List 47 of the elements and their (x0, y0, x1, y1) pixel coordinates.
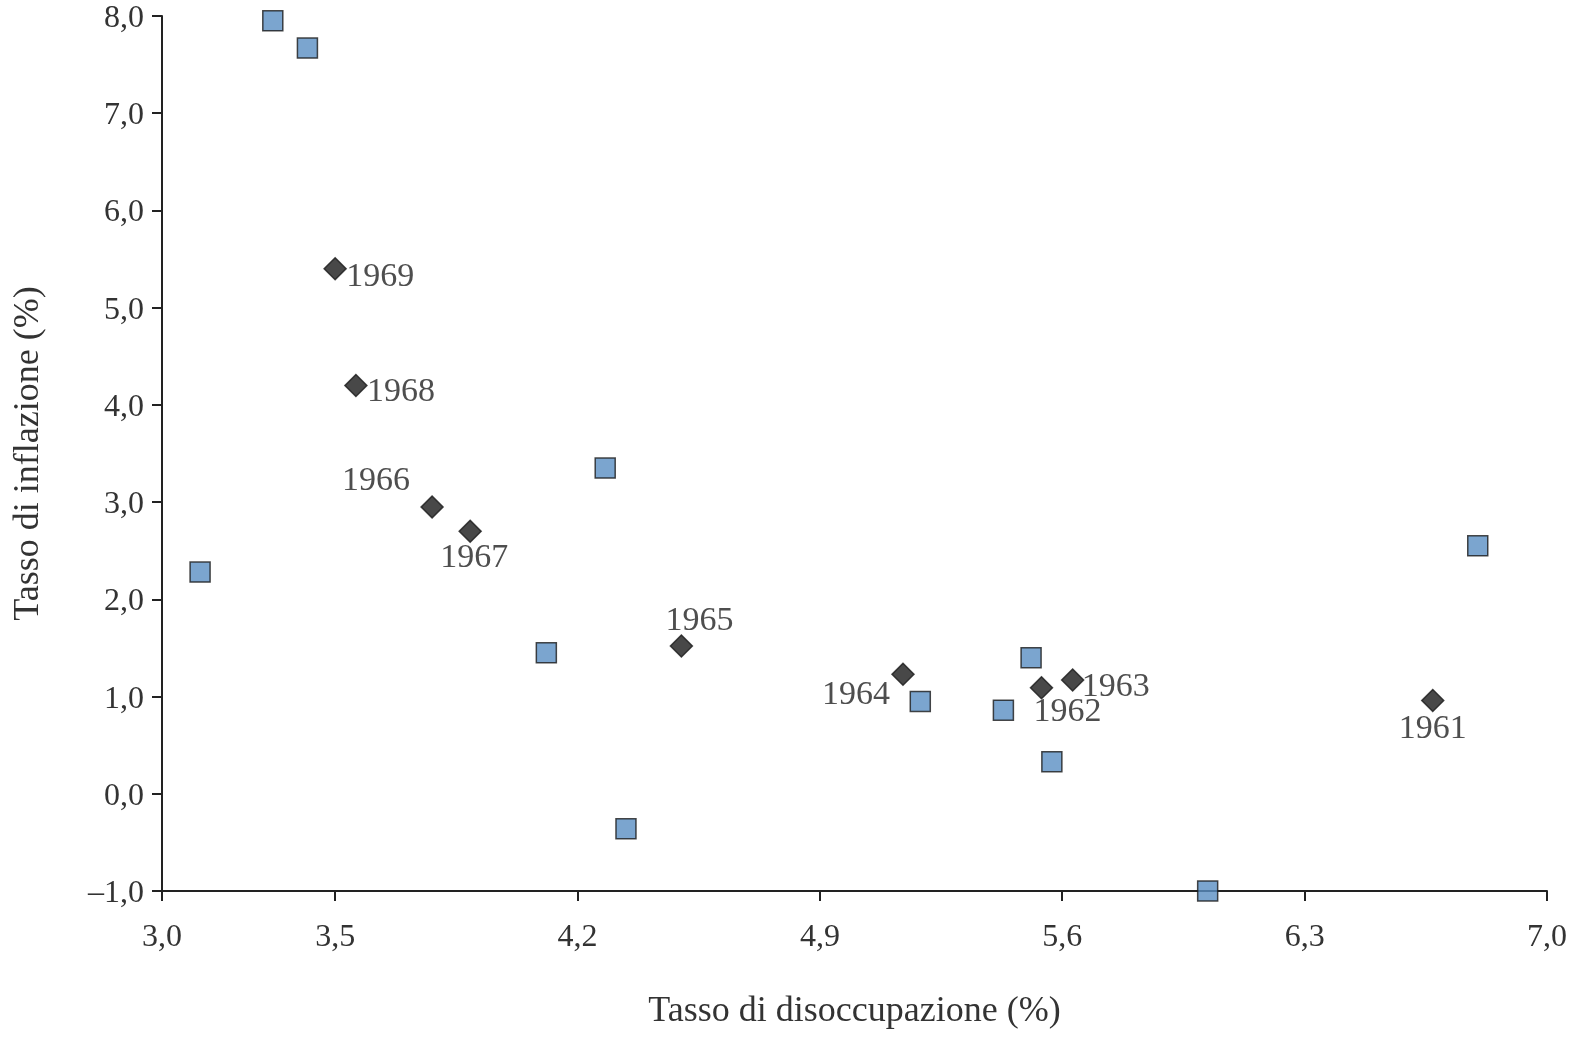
y-tick-label: 3,0 (104, 484, 144, 521)
annotation: 1967 (440, 536, 509, 574)
point (1041, 750, 1063, 773)
y-tick-label: 4,0 (104, 386, 144, 423)
y-tick-label: 5,0 (104, 289, 144, 326)
x-tick-label: 3,5 (315, 917, 356, 953)
annotation: 1964 (821, 673, 890, 711)
point (189, 561, 211, 583)
point (420, 495, 444, 519)
y-axis-title: Tasso di inflazione (%) (6, 286, 46, 621)
x-tick-label: 6,3 (1284, 917, 1325, 953)
y-tick-label: 2,0 (104, 581, 144, 618)
point (1020, 646, 1042, 669)
point (1060, 668, 1085, 692)
point (1467, 535, 1489, 557)
point (344, 373, 368, 398)
point (535, 642, 558, 664)
annotation: 1969 (346, 256, 415, 294)
point (992, 699, 1015, 721)
y-tick-label: 7,0 (104, 95, 144, 132)
y-tick-label: 0,0 (104, 775, 144, 812)
point (669, 634, 694, 658)
y-tick-label: 8,0 (104, 0, 144, 34)
y-tick-label: –1,0 (87, 873, 144, 909)
y-tick-label: 6,0 (104, 192, 144, 229)
point (262, 10, 284, 32)
x-tick-label: 7,0 (1527, 917, 1567, 953)
y-tick-label: 1,0 (104, 678, 144, 715)
x-tick-label: 3,0 (142, 917, 182, 953)
x-axis-title: Tasso di disoccupazione (%) (648, 989, 1061, 1029)
point (615, 818, 637, 840)
point (1196, 880, 1219, 902)
x-tick-label: 4,9 (799, 917, 840, 953)
annotation: 1965 (665, 599, 734, 637)
x-tick-label: 5,6 (1042, 917, 1083, 953)
point (594, 457, 616, 479)
point (891, 662, 915, 686)
annotation: 1966 (342, 460, 411, 498)
x-tick-label: 4,2 (557, 917, 598, 953)
point (458, 519, 482, 544)
point (909, 690, 932, 713)
annotation: 1961 (1398, 707, 1467, 745)
point (296, 37, 319, 59)
annotation: 1968 (366, 370, 435, 408)
point (323, 257, 347, 281)
point (1420, 688, 1445, 713)
point (1029, 676, 1054, 700)
